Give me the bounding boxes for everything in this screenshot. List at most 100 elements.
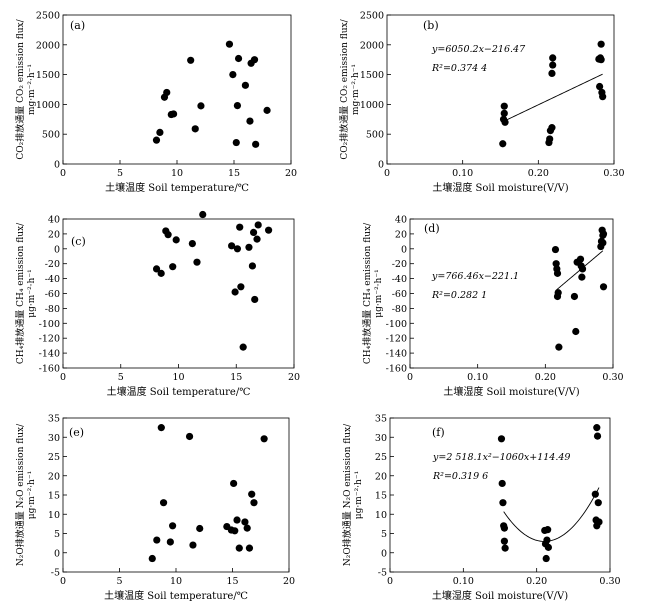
y-tick-label: 40 xyxy=(395,215,407,226)
y-tick-label: 1500 xyxy=(360,70,384,81)
data-point xyxy=(500,524,508,532)
data-point xyxy=(596,82,604,91)
data-point xyxy=(169,522,177,530)
y-tick-label: -100 xyxy=(39,319,60,330)
data-point xyxy=(597,56,605,64)
data-point xyxy=(185,432,194,441)
data-point xyxy=(594,499,602,507)
r-squared: R²=0.282 1 xyxy=(431,290,487,301)
x-tick-label: 5 xyxy=(117,168,123,179)
data-point xyxy=(254,221,262,229)
y-tick-label: 35 xyxy=(375,414,387,425)
y-tick-label: -160 xyxy=(386,364,407,375)
panel-b: 0 0.10 0.20 0.30 0 500 1000 1500 2000 2500 (b) 土壤湿度… xyxy=(338,11,625,195)
x-tick-label: 10 xyxy=(171,168,183,179)
data-point xyxy=(554,289,562,297)
data-point xyxy=(159,499,168,507)
data-point xyxy=(193,258,201,266)
panel-label: (a) xyxy=(70,19,85,32)
x-tick-label: 0.20 xyxy=(526,576,547,587)
y-tick-label: 2500 xyxy=(360,11,384,22)
data-point xyxy=(152,136,161,144)
y-tick-label: 2500 xyxy=(36,11,60,22)
data-point xyxy=(593,432,602,440)
x-tick-label: 0 xyxy=(384,168,390,179)
data-point xyxy=(249,228,258,237)
data-point xyxy=(546,135,554,143)
x-tick-label: 15 xyxy=(230,372,242,383)
data-point xyxy=(231,527,239,535)
y-tick-label: 2000 xyxy=(36,40,60,51)
data-point xyxy=(499,499,507,507)
data-point xyxy=(500,109,508,117)
data-point xyxy=(188,239,196,248)
data-point xyxy=(163,88,171,97)
y-tick-label: -60 xyxy=(392,289,407,300)
y-tick-label: -80 xyxy=(392,304,407,315)
y-tick-label: 10 xyxy=(48,510,60,521)
data-point xyxy=(599,283,608,291)
data-point xyxy=(549,61,557,69)
data-point xyxy=(189,541,197,549)
y-tick-label: 2000 xyxy=(360,40,384,51)
data-point xyxy=(498,479,506,488)
data-point xyxy=(501,118,509,126)
y-tick-label: 20 xyxy=(48,471,60,482)
x-tick-label: 5 xyxy=(118,372,124,383)
r-squared: R²=0.374 4 xyxy=(431,63,487,74)
data-point xyxy=(241,518,249,526)
data-point xyxy=(544,543,553,551)
data-point xyxy=(599,239,607,247)
data-point xyxy=(264,226,273,234)
y-tick-label: 500 xyxy=(42,130,60,141)
data-point xyxy=(599,230,608,238)
x-tick-label: 0 xyxy=(387,576,393,587)
data-point xyxy=(228,242,236,250)
data-point xyxy=(229,71,237,79)
data-point xyxy=(231,288,239,296)
x-tick-label: 0 xyxy=(60,576,66,587)
x-tick-label: 20 xyxy=(288,372,300,383)
data-point xyxy=(555,343,563,351)
data-point xyxy=(591,490,599,498)
y-tick-label: 0 xyxy=(381,548,387,559)
y-tick-label: -5 xyxy=(378,568,387,579)
y-tick-label: -5 xyxy=(51,568,60,579)
x-tick-label: 0.30 xyxy=(599,576,620,587)
data-point xyxy=(252,140,260,148)
plot-frame xyxy=(386,14,615,165)
x-tick-label: 0 xyxy=(407,372,413,383)
y-tick-label: -40 xyxy=(45,274,60,285)
y-tick-label: -100 xyxy=(386,319,407,330)
y-axis-label: N₂O排放通量 N₂O emission flux/μg·m⁻²·h⁻¹ xyxy=(14,423,37,566)
y-tick-label: -20 xyxy=(392,259,407,270)
data-point xyxy=(248,262,257,270)
data-point xyxy=(233,516,241,524)
panel-label: (f) xyxy=(432,426,445,439)
x-axis-label: 土壤温度 Soil temperature/℃ xyxy=(104,589,248,602)
panel-label: (e) xyxy=(69,426,84,439)
x-tick-label: 10 xyxy=(170,576,182,587)
data-point xyxy=(544,526,552,534)
x-tick-label: 0.10 xyxy=(452,168,473,179)
x-axis-label: 土壤湿度 Soil moisture(V/V) xyxy=(443,385,579,398)
y-tick-label: -120 xyxy=(386,334,407,345)
data-point xyxy=(243,524,251,532)
panel-label: (d) xyxy=(424,222,440,235)
x-axis-label: 土壤湿度 Soil moisture(V/V) xyxy=(432,589,568,602)
data-point xyxy=(260,435,268,443)
fit-line xyxy=(503,487,600,542)
data-point xyxy=(245,544,254,552)
data-point xyxy=(148,554,156,563)
data-point xyxy=(549,54,557,62)
x-tick-label: 0.20 xyxy=(528,168,549,179)
data-point xyxy=(152,265,161,273)
data-point xyxy=(237,283,245,291)
data-point xyxy=(197,102,205,110)
panel-label: (c) xyxy=(71,235,86,248)
x-tick-label: 5 xyxy=(116,576,122,587)
panel-d: 0 0.10 0.20 0.30 -160 -140 -120 -100 -80 -60 -40 -2… xyxy=(361,215,624,399)
regression-equation: y=2 518.1x²−1060x+114.49 xyxy=(432,452,570,463)
